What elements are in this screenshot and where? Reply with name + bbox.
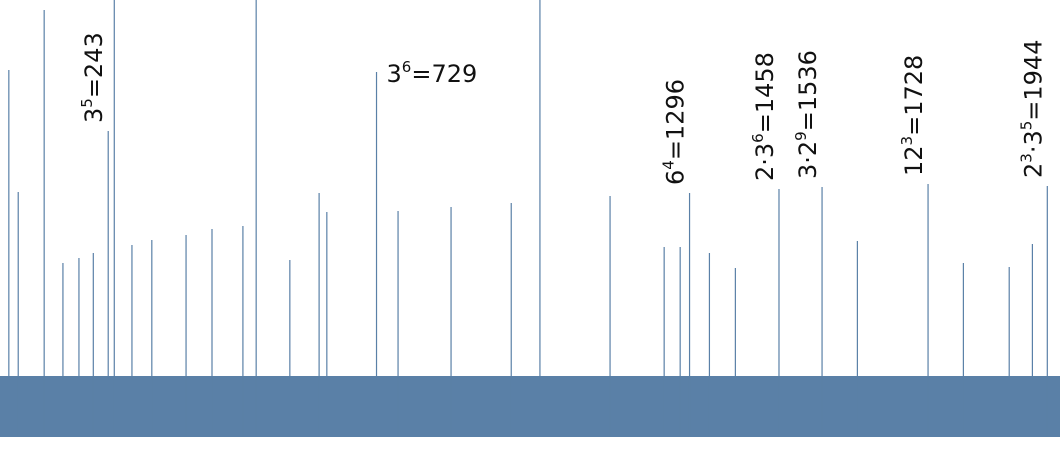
label-text: 6 bbox=[662, 170, 690, 185]
label-text: 2 bbox=[1019, 163, 1047, 178]
label-text: 3·2 bbox=[794, 141, 822, 179]
label-text: =729 bbox=[411, 60, 477, 88]
label-superscript: 6 bbox=[402, 58, 412, 76]
label-text: =243 bbox=[80, 32, 108, 98]
label-text: =1728 bbox=[900, 55, 928, 136]
floor-band bbox=[0, 376, 1060, 437]
label-text: =1944 bbox=[1019, 40, 1047, 121]
label-text: =1536 bbox=[794, 50, 822, 131]
label-text: 3 bbox=[80, 108, 108, 123]
label-text: =1458 bbox=[751, 52, 779, 133]
spike-label: 123=1728 bbox=[898, 55, 928, 176]
label-superscript: 5 bbox=[1017, 121, 1035, 131]
label-text: 12 bbox=[900, 145, 928, 176]
label-text: ·3 bbox=[1019, 130, 1047, 153]
spike-label: 64=1296 bbox=[660, 79, 690, 185]
label-text: 3 bbox=[387, 60, 402, 88]
spike-label: 2·36=1458 bbox=[749, 52, 779, 181]
label-superscript: 9 bbox=[792, 131, 810, 141]
spike-label: 3·29=1536 bbox=[792, 50, 822, 179]
label-superscript: 3 bbox=[898, 136, 916, 146]
label-superscript: 6 bbox=[749, 133, 767, 143]
spike-label: 35=243 bbox=[78, 32, 108, 123]
spike-label: 23·35=1944 bbox=[1017, 40, 1047, 178]
spike-label: 36=729 bbox=[387, 58, 478, 88]
label-superscript: 3 bbox=[1017, 153, 1035, 163]
label-text: 2·3 bbox=[751, 143, 779, 181]
label-text: =1296 bbox=[662, 79, 690, 160]
label-superscript: 4 bbox=[660, 160, 678, 170]
label-superscript: 5 bbox=[78, 98, 96, 108]
